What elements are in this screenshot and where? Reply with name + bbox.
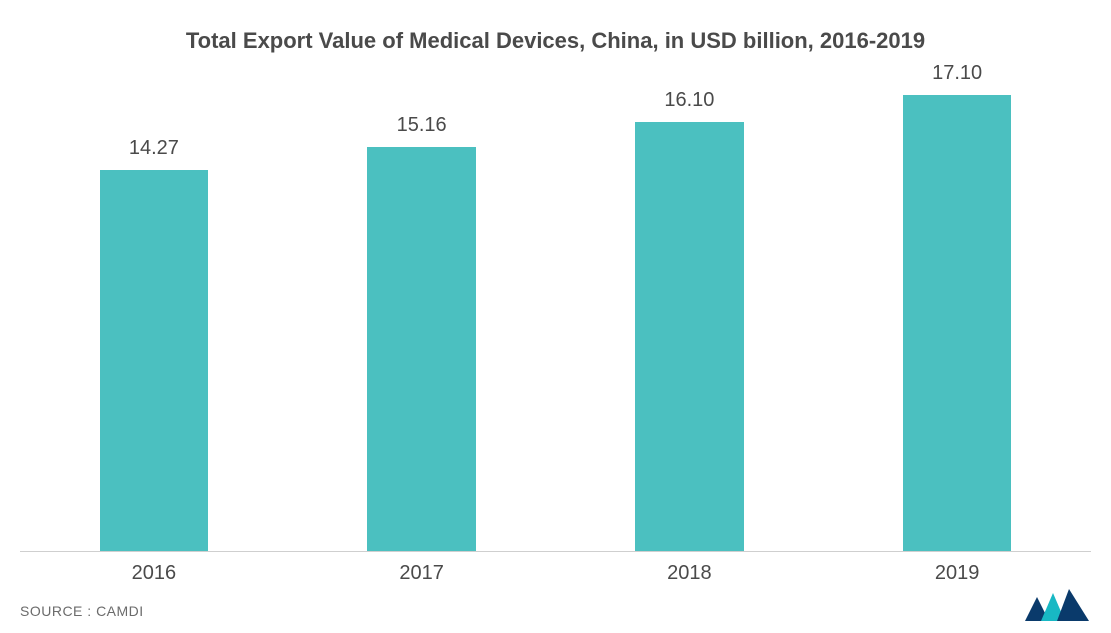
x-label-3: 2019 (839, 562, 1075, 585)
chart-container: Total Export Value of Medical Devices, C… (0, 0, 1111, 633)
x-axis-labels: 2016 2017 2018 2019 (20, 562, 1091, 585)
mn-logo-icon (1025, 589, 1089, 621)
chart-title: Total Export Value of Medical Devices, C… (20, 28, 1091, 54)
x-label-2: 2018 (572, 562, 808, 585)
source-label: SOURCE : CAMDI (20, 603, 144, 619)
bar-value-label: 17.10 (932, 62, 982, 85)
bar-value-label: 14.27 (129, 137, 179, 160)
bar-3 (903, 95, 1011, 551)
x-label-0: 2016 (36, 562, 272, 585)
bar-group-2: 16.10 (572, 89, 808, 551)
bar-value-label: 15.16 (397, 114, 447, 137)
plot-area: 14.27 15.16 16.10 17.10 (20, 72, 1091, 552)
bar-group-3: 17.10 (839, 62, 1075, 551)
bar-group-1: 15.16 (304, 114, 540, 551)
bar-value-label: 16.10 (664, 89, 714, 112)
bar-group-0: 14.27 (36, 137, 272, 551)
x-label-1: 2017 (304, 562, 540, 585)
bar-2 (635, 122, 743, 551)
bar-1 (367, 147, 475, 551)
bar-0 (100, 170, 208, 551)
